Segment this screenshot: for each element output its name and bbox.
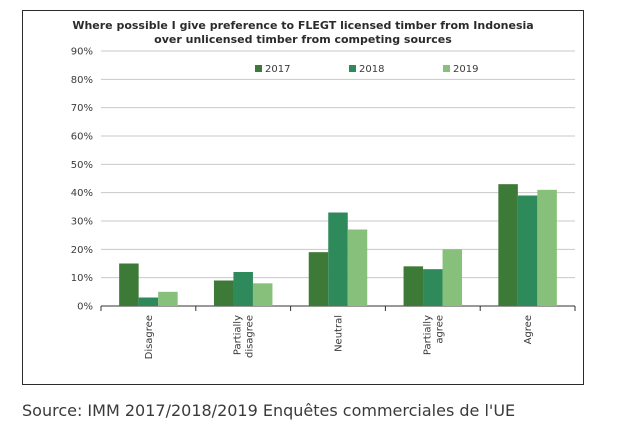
legend-label-2017: 2017 <box>265 64 290 75</box>
y-tick-label: 30% <box>71 217 93 228</box>
x-tick-label: disagree <box>245 315 256 358</box>
legend-swatch-2018 <box>349 65 356 72</box>
bar-2018 <box>517 195 538 306</box>
x-tick-label: Agree <box>523 315 534 344</box>
x-tick-label: Disagree <box>144 315 155 359</box>
y-tick-label: 90% <box>71 47 93 58</box>
bar-2018 <box>423 269 443 306</box>
y-tick-label: 60% <box>71 132 93 143</box>
bar-2019 <box>537 189 557 306</box>
bar-2019 <box>347 229 368 306</box>
bar-2017 <box>119 263 139 306</box>
x-tick-label: Partially <box>422 315 433 355</box>
y-tick-label: 10% <box>71 273 93 284</box>
bar-2018 <box>233 272 253 306</box>
chart-title-line-2: over unlicensed timber from competing so… <box>154 33 452 46</box>
chart-frame: Where possible I give preference to FLEG… <box>22 10 584 385</box>
bar-2019 <box>442 249 463 306</box>
bar-2017 <box>213 280 234 306</box>
bar-2019 <box>158 291 178 306</box>
x-tick-label: Partially <box>233 315 244 355</box>
legend-label-2019: 2019 <box>453 64 478 75</box>
bar-chart: 0% 10% 20% 30% 40% 50% 60% 70% 80% 90% Disagree Par… <box>71 47 576 359</box>
legend-swatch-2019 <box>443 65 450 72</box>
bar-2017 <box>403 266 424 306</box>
legend-label-2018: 2018 <box>359 64 384 75</box>
bar-2018 <box>328 212 348 306</box>
chart-title: Where possible I give preference to FLEG… <box>23 19 583 47</box>
x-tick-label: Neutral <box>334 315 345 352</box>
bar-2017 <box>498 184 518 306</box>
source-caption: Source: IMM 2017/2018/2019 Enquêtes comm… <box>22 401 516 420</box>
y-tick-label: 50% <box>71 160 93 171</box>
bar-2019 <box>252 283 273 306</box>
bar-2018 <box>138 297 159 306</box>
legend-swatch-2017 <box>255 65 262 72</box>
y-tick-label: 20% <box>71 245 93 256</box>
y-tick-label: 40% <box>71 188 93 199</box>
y-tick-label: 80% <box>71 75 93 86</box>
x-tick-label: agree <box>434 315 445 344</box>
chart-title-line-1: Where possible I give preference to FLEG… <box>72 19 534 32</box>
bar-2017 <box>308 252 329 306</box>
y-tick-label: 70% <box>71 103 93 114</box>
y-tick-label: 0% <box>77 302 93 313</box>
